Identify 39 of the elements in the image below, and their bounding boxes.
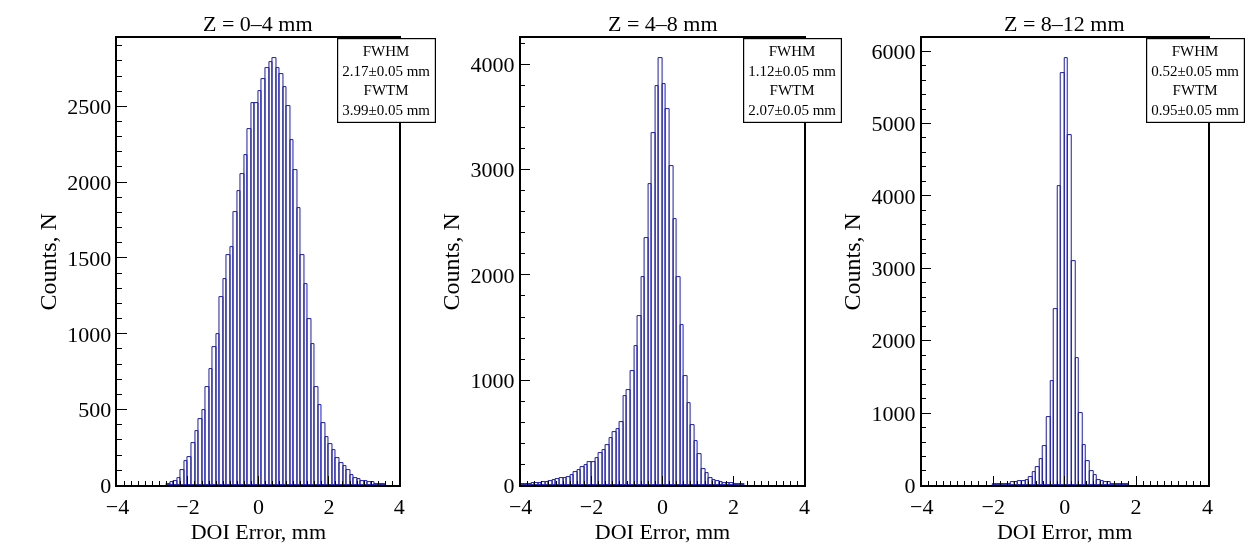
- y-tick-label: 2000: [871, 328, 916, 354]
- y-tick-label: 3000: [871, 255, 916, 281]
- y-tick-label: 1000: [871, 400, 916, 426]
- y-axis-title: Counts, N: [839, 213, 866, 311]
- x-tick-label: −2: [981, 493, 1005, 519]
- y-tick-label: 3000: [470, 157, 515, 183]
- annotation: FWHM 1.12±0.05 mm FWTM 2.07±0.05 mm: [748, 43, 837, 118]
- x-tick-label: −2: [176, 493, 200, 519]
- y-axis-title: Counts, N: [438, 213, 465, 311]
- chart-title: Z = 4–8 mm: [608, 11, 718, 36]
- y-tick-label: 6000: [871, 38, 916, 64]
- x-tick-label: −2: [579, 493, 604, 519]
- x-tick-label: 4: [798, 493, 810, 519]
- x-axis-title: DOI Error, mm: [996, 518, 1133, 544]
- x-tick-label: 0: [657, 493, 669, 519]
- annotation: FWHM 2.17±0.05 mm FWTM 3.99±0.05 mm: [342, 43, 431, 118]
- y-tick-label: 1000: [470, 367, 515, 393]
- chart-title: Z = 0–4 mm: [203, 11, 313, 36]
- y-tick-label: 2000: [470, 262, 515, 288]
- x-axis-title: DOI Error, mm: [594, 518, 731, 544]
- y-tick-label: 2500: [67, 94, 112, 120]
- y-tick-label: 5000: [871, 111, 916, 137]
- y-tick-label: 1000: [67, 321, 112, 347]
- y-tick-label: 1500: [67, 245, 112, 271]
- x-tick-label: 4: [1202, 493, 1214, 519]
- x-tick-label: 0: [1059, 493, 1071, 519]
- x-tick-label: 2: [1130, 493, 1142, 519]
- y-tick-label: 2000: [67, 169, 112, 195]
- x-tick-label: 2: [323, 493, 335, 519]
- x-tick-label: 2: [727, 493, 739, 519]
- y-tick-label: 500: [78, 397, 112, 423]
- annotation: FWHM 0.52±0.05 mm FWTM 0.95±0.05 mm: [1151, 43, 1240, 118]
- y-tick-label: 4000: [470, 52, 515, 78]
- y-tick-label: 4000: [871, 183, 916, 209]
- y-axis-title: Counts, N: [34, 213, 61, 311]
- x-axis-title: DOI Error, mm: [190, 518, 327, 544]
- x-tick-label: 4: [393, 493, 405, 519]
- chart-title: Z = 8–12 mm: [1004, 11, 1125, 36]
- x-tick-label: 0: [252, 493, 264, 519]
